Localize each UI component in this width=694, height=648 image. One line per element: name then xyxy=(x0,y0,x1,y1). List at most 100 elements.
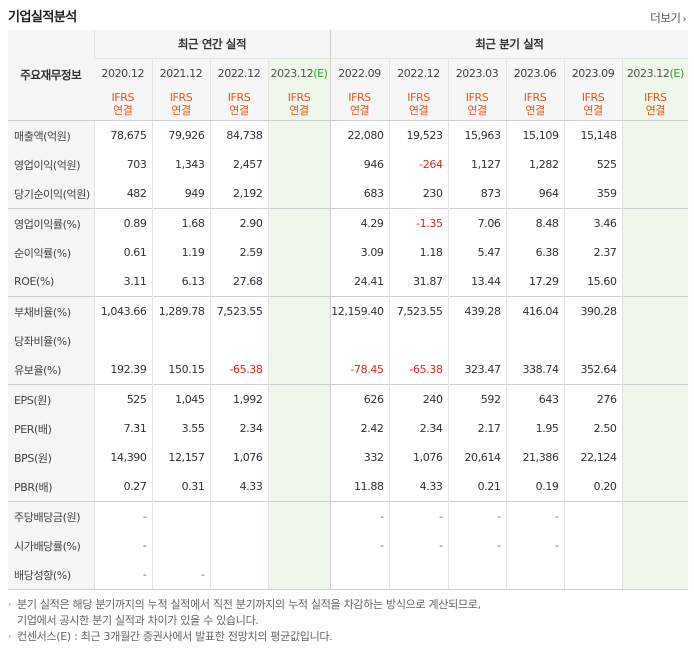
ifrs-text: IFRS xyxy=(581,90,605,104)
consolidated-text: 연결 xyxy=(408,103,429,117)
table-cell xyxy=(267,355,331,385)
ifrs-text: IFRS xyxy=(523,90,547,104)
table-cell: 2.90 xyxy=(209,208,268,238)
consolidated-text: 연결 xyxy=(229,103,249,117)
table-cell: 439.28 xyxy=(447,296,507,326)
table-cell: 6.38 xyxy=(505,238,565,267)
table-cell xyxy=(329,326,390,355)
table-cell xyxy=(621,355,689,385)
footnote: · 컨센서스(E) : 최근 3개월간 증권사에서 발표한 전망치의 평균값입니다… xyxy=(8,629,688,645)
table-cell xyxy=(505,560,565,590)
table-cell: 4.33 xyxy=(388,472,449,502)
table-cell: 3.11 xyxy=(93,267,152,297)
table-cell: 24.41 xyxy=(329,267,390,297)
table-cell xyxy=(621,120,689,150)
table-cell xyxy=(621,267,689,297)
more-link[interactable]: 더보기 › xyxy=(650,10,686,26)
row-label: BPS(원) xyxy=(8,443,94,472)
table-cell: -65.38 xyxy=(388,355,449,385)
period-header: 2022.09 xyxy=(329,58,390,87)
table-cell: 13.44 xyxy=(447,267,507,297)
ifrs-label: IFRS 연결 xyxy=(563,87,623,121)
consolidated-text: 연결 xyxy=(171,103,191,117)
table-cell: 1,045 xyxy=(151,384,210,414)
table-cell: 683 xyxy=(329,179,390,209)
table-cell: 1,289.78 xyxy=(151,296,210,326)
footnote-text: 컨센서스(E) : 최근 3개월간 증권사에서 발표한 전망치의 평균값입니다. xyxy=(17,630,333,643)
table-cell xyxy=(267,560,331,590)
period-label: 2020.12 xyxy=(101,66,145,80)
period-header: 2022.12 xyxy=(388,58,449,87)
row-label: 순이익률(%) xyxy=(8,238,94,267)
table-cell xyxy=(388,326,449,355)
table-cell: -65.38 xyxy=(209,355,268,385)
period-header: 2020.12 xyxy=(94,58,152,87)
table-row: 시가배당률(%) - - - - - xyxy=(8,531,689,560)
estimate-mark: (E) xyxy=(313,66,328,80)
ifrs-label: IFRS 연결 xyxy=(329,87,390,121)
bullet: · xyxy=(8,598,12,611)
table-cell xyxy=(505,326,565,355)
footnotes: · 분기 실적은 해당 분기까지의 누적 실적에서 직전 분기까지의 누적 실적을… xyxy=(8,597,688,645)
table-cell xyxy=(267,414,331,443)
ifrs-text: IFRS xyxy=(465,90,489,104)
period-header: 2023.03 xyxy=(447,58,507,87)
table-row: PER(배) 7.31 3.55 2.34 2.42 2.34 2.17 1.95 2.50 xyxy=(8,414,689,443)
table-cell xyxy=(621,179,689,209)
table-row: EPS(원) 525 1,045 1,992 626 240 592 643 276 xyxy=(8,384,689,414)
table-cell: 525 xyxy=(563,150,623,179)
table-row: 영업이익(억원) 703 1,343 2,457 946 -264 1,127 1,282 52… xyxy=(8,150,689,179)
period-header: 2022.12 xyxy=(209,58,268,87)
table-cell: 0.89 xyxy=(93,208,152,238)
table-row: 당좌비율(%) xyxy=(8,326,689,355)
row-label: 배당성향(%) xyxy=(8,560,94,590)
period-label: 2022.12 xyxy=(217,66,261,80)
row-label: EPS(원) xyxy=(8,384,94,414)
period-label: 2023.12 xyxy=(270,66,314,80)
table-cell: 482 xyxy=(93,179,152,209)
table-cell xyxy=(563,326,623,355)
table-cell: 2.17 xyxy=(447,414,507,443)
table-cell xyxy=(267,296,331,326)
section-title: 기업실적분석 xyxy=(8,10,77,25)
table-cell xyxy=(267,531,331,560)
table-cell: 2,457 xyxy=(209,150,268,179)
table-cell: 27.68 xyxy=(209,267,268,297)
footnote-continued: 기업에서 공시한 분기 실적과 차이가 있을 수 있습니다. xyxy=(8,613,688,629)
table-cell: 2.50 xyxy=(563,414,623,443)
table-cell: 1.95 xyxy=(505,414,565,443)
table-cell xyxy=(209,326,268,355)
table-cell xyxy=(621,443,689,472)
table-row: 영업이익률(%) 0.89 1.68 2.90 4.29 -1.35 7.06 8.48 3.4… xyxy=(8,208,689,238)
ifrs-text: IFRS xyxy=(169,90,193,104)
footnote-text: 기업에서 공시한 분기 실적과 차이가 있을 수 있습니다. xyxy=(17,614,259,627)
table-cell xyxy=(621,501,689,531)
ifrs-label: IFRS 연결 xyxy=(447,87,507,121)
consolidated-text: 연결 xyxy=(289,103,309,117)
table-cell: 946 xyxy=(329,150,390,179)
table-cell xyxy=(267,238,331,267)
table-cell xyxy=(563,501,623,531)
table-cell: - xyxy=(93,501,152,531)
table-cell xyxy=(93,326,152,355)
period-label: 2023.09 xyxy=(571,66,615,80)
table-cell xyxy=(267,472,331,502)
table-cell: 7,523.55 xyxy=(209,296,268,326)
footnote-text: 분기 실적은 해당 분기까지의 누적 실적에서 직전 분기까지의 누적 실적을 … xyxy=(17,598,481,611)
row-label: 영업이익률(%) xyxy=(8,208,94,238)
row-label: 시가배당률(%) xyxy=(8,531,94,560)
ifrs-text: IFRS xyxy=(644,90,667,104)
table-cell xyxy=(621,560,689,590)
table-cell xyxy=(267,501,331,531)
table-cell xyxy=(563,531,623,560)
table-cell: 2,192 xyxy=(209,179,268,209)
period-label: 2021.12 xyxy=(159,66,203,80)
table-cell: 2.34 xyxy=(209,414,268,443)
period-label: 2023.06 xyxy=(513,66,557,80)
table-cell: 6.13 xyxy=(151,267,210,297)
period-header: 2023.06 xyxy=(505,58,565,87)
table-cell xyxy=(621,326,689,355)
table-cell xyxy=(621,414,689,443)
table-cell xyxy=(267,120,331,150)
chevron-right-icon: › xyxy=(682,14,687,25)
